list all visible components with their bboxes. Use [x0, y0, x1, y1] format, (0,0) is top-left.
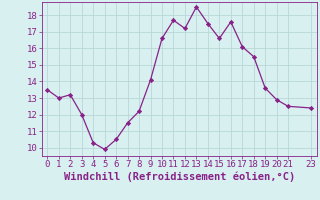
X-axis label: Windchill (Refroidissement éolien,°C): Windchill (Refroidissement éolien,°C) — [64, 172, 295, 182]
